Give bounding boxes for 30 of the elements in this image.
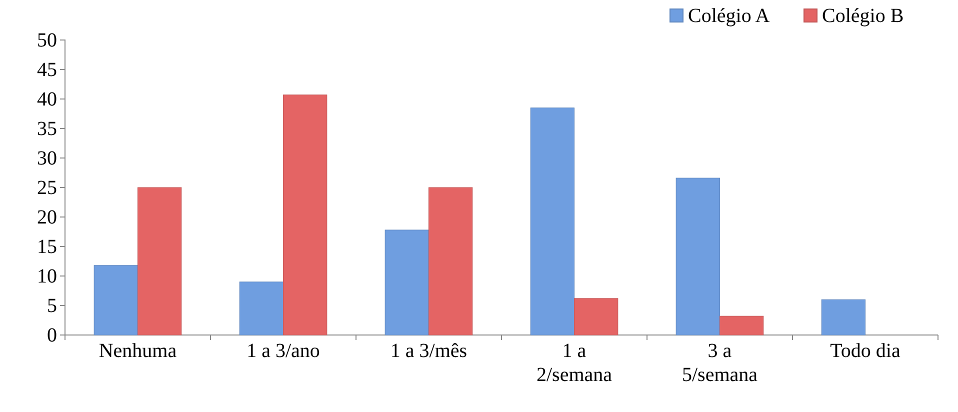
y-tick-label: 40 xyxy=(37,88,57,110)
y-tick-label: 5 xyxy=(47,294,57,317)
x-tick-label: Nenhuma xyxy=(98,340,177,362)
bar xyxy=(138,187,182,336)
x-tick-label: 1 a 3/mês xyxy=(390,340,468,362)
y-tick-label: 45 xyxy=(37,58,57,81)
y-tick-label: 20 xyxy=(37,206,57,228)
y-tick-label: 25 xyxy=(37,176,57,199)
legend-label: Colégio A xyxy=(688,5,770,27)
y-tick-label: 15 xyxy=(37,236,57,258)
x-tick-label: 1 a 2/semana xyxy=(536,340,612,386)
y-tick-label: 10 xyxy=(37,265,57,288)
x-tick-label: 3 a 5/semana xyxy=(682,340,758,386)
bar xyxy=(384,230,429,336)
bar xyxy=(676,178,720,336)
x-tick-label: 1 a 3/ano xyxy=(246,340,320,362)
bar xyxy=(530,108,574,336)
bar xyxy=(239,282,284,336)
y-tick-label: 35 xyxy=(37,118,57,140)
bar xyxy=(94,265,138,336)
y-tick-label: 0 xyxy=(47,324,57,346)
bar xyxy=(720,316,764,336)
bar xyxy=(574,298,618,336)
x-tick-label: Todo dia xyxy=(830,340,900,362)
bar xyxy=(821,299,866,336)
y-tick-label: 30 xyxy=(37,147,57,170)
legend-label: Colégio B xyxy=(822,5,904,27)
y-tick-label: 50 xyxy=(37,29,57,52)
bar xyxy=(428,187,473,336)
bar xyxy=(283,94,328,336)
